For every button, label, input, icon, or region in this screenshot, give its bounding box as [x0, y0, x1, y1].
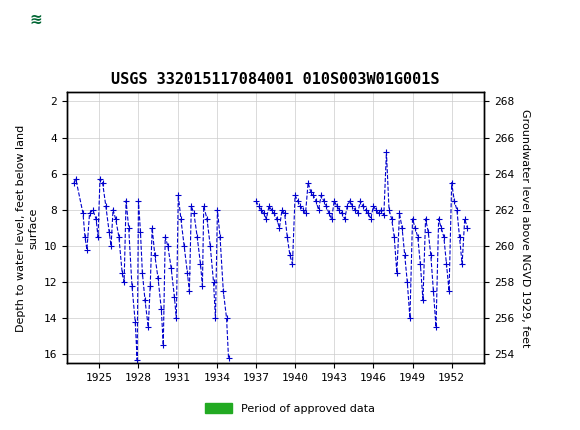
Text: ≋: ≋	[30, 12, 42, 27]
Title: USGS 332015117084001 010S003W01G001S: USGS 332015117084001 010S003W01G001S	[111, 72, 440, 87]
Y-axis label: Groundwater level above NGVD 1929, feet: Groundwater level above NGVD 1929, feet	[520, 109, 530, 347]
Legend: Period of approved data: Period of approved data	[200, 399, 380, 418]
Text: USGS: USGS	[75, 11, 130, 29]
FancyBboxPatch shape	[9, 4, 64, 36]
Y-axis label: Depth to water level, feet below land
surface: Depth to water level, feet below land su…	[16, 124, 38, 332]
